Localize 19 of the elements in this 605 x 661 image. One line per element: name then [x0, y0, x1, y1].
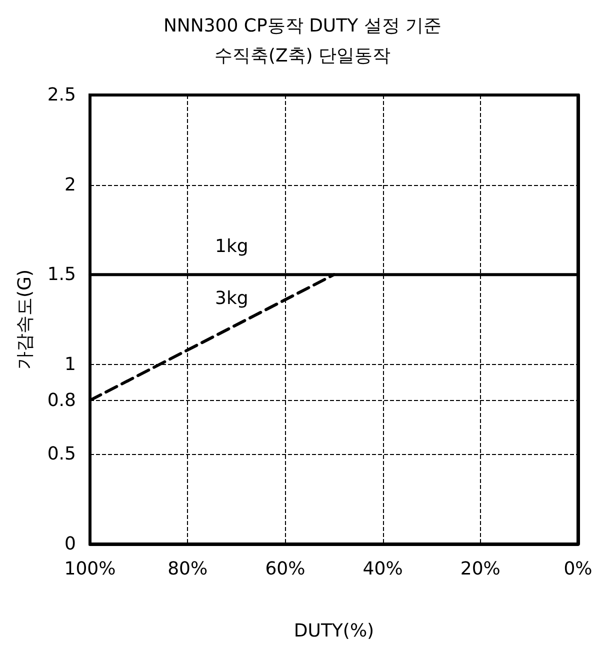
x-axis-title: DUTY(%) [294, 620, 374, 642]
chart-title: NNN300 CP동작 DUTY 설정 기준 [163, 16, 442, 36]
chart-subtitle: 수직축(Z축) 단일동작 [214, 46, 391, 66]
series-label: 1kg [215, 236, 248, 258]
y-tick-label: 1 [64, 354, 76, 375]
x-tick-label: 60% [265, 558, 306, 580]
y-tick-label: 1.5 [47, 264, 76, 286]
x-tick-label: 80% [168, 558, 208, 580]
x-tick-label: 20% [460, 558, 500, 580]
y-tick-label: 0 [64, 534, 76, 554]
y-tick-label: 0.5 [47, 444, 76, 465]
x-tick-label: 100% [64, 558, 116, 580]
x-tick-label: 0% [564, 558, 592, 580]
y-tick-label: 2.5 [47, 84, 76, 106]
y-axis-title: 가감속도(G) [14, 270, 36, 370]
x-tick-label: 40% [362, 558, 403, 580]
series-label: 3kg [215, 288, 248, 309]
y-tick-label: 0.8 [47, 390, 76, 411]
y-tick-label: 2 [64, 174, 76, 196]
